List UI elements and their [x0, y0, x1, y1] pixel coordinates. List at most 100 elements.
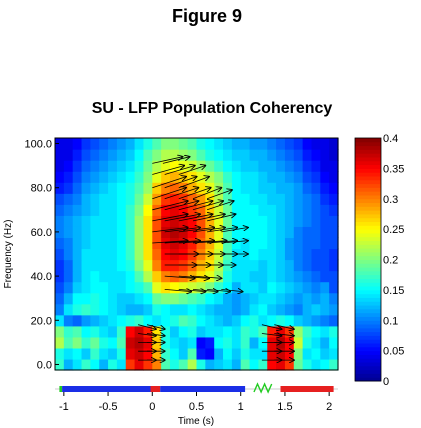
heatmap-cell — [169, 215, 180, 227]
heatmap-cell — [276, 248, 286, 261]
heatmap-cell — [293, 182, 304, 194]
colorbar-band — [355, 213, 381, 219]
colorbar-band — [355, 282, 381, 287]
heatmap-cell — [276, 160, 286, 172]
heatmap-cell — [63, 358, 74, 371]
heatmap-cell — [214, 138, 224, 150]
heatmap-cell — [134, 204, 145, 216]
heatmap-cell — [320, 171, 330, 183]
colorbar-band — [355, 293, 381, 298]
heatmap-cell — [90, 149, 100, 161]
heatmap-cell — [311, 149, 321, 161]
phase-arrow — [221, 289, 242, 291]
heatmap-cell — [187, 292, 198, 305]
colorbar — [354, 137, 382, 382]
heatmap-cell — [293, 270, 304, 283]
phase-arrow — [152, 157, 182, 164]
heatmap-cell — [161, 138, 171, 150]
heatmap-cell — [81, 226, 91, 239]
heatmap-cell — [63, 292, 74, 305]
heatmap-cell — [99, 259, 109, 272]
heatmap-cell — [143, 358, 153, 371]
heatmap-cell — [267, 226, 277, 239]
heatmap-cell — [249, 160, 259, 172]
heatmap-cell — [72, 193, 83, 205]
heatmap-cell — [231, 182, 242, 194]
heatmap-cell — [223, 303, 233, 316]
heatmap-cell — [223, 237, 233, 250]
heatmap-cell — [178, 358, 189, 371]
heatmap-cell — [249, 226, 259, 239]
heatmap-cell — [258, 259, 268, 272]
colorbar-band — [355, 346, 381, 352]
heatmap-cell — [258, 193, 268, 205]
heatmap-cell — [320, 215, 330, 227]
y-tick-label: 100.0 — [24, 139, 52, 151]
heatmap-cell — [231, 336, 242, 349]
heatmap-cell — [276, 215, 286, 227]
heatmap-cell — [249, 193, 259, 205]
heatmap-cell — [302, 259, 313, 272]
heatmap-cell — [302, 281, 313, 294]
heatmap-cell — [284, 171, 295, 183]
heatmap-cell — [187, 358, 198, 371]
heatmap-cell — [329, 358, 339, 371]
colorbar-band — [355, 270, 381, 276]
heatmap-cell — [55, 226, 65, 239]
heatmap-cell — [329, 160, 339, 172]
heatmap-cell — [55, 347, 65, 360]
heatmap-cell — [329, 347, 339, 360]
phase-arrow — [206, 190, 232, 200]
heatmap-cell — [302, 325, 313, 338]
colorbar-band — [355, 194, 381, 200]
heatmap-cell — [178, 204, 189, 216]
heatmap-cell — [223, 193, 233, 205]
heatmap-cell — [81, 149, 91, 161]
heatmap-cell — [55, 270, 65, 283]
heatmap-cell — [240, 204, 251, 216]
heatmap-cell — [81, 270, 91, 283]
phase-arrow — [206, 201, 234, 211]
heatmap-cell — [90, 303, 100, 316]
x-tick-label: 2 — [326, 401, 332, 413]
heatmap-cell — [55, 325, 65, 338]
heatmap-cell — [302, 303, 313, 316]
heatmap-cell — [329, 292, 339, 305]
colorbar-band — [355, 358, 381, 363]
colorbar-band — [355, 149, 381, 154]
heatmap-cell — [72, 358, 83, 371]
heatmap-cell — [214, 193, 224, 205]
heatmap-cell — [196, 303, 206, 316]
phase-arrow — [192, 276, 221, 278]
heatmap-cell — [125, 226, 136, 239]
heatmap-cell — [231, 171, 242, 183]
heatmap-cell — [258, 204, 268, 216]
heatmap-cell — [125, 138, 136, 150]
epoch-segment — [62, 386, 151, 392]
heatmap-cell — [267, 204, 277, 216]
colorbar-band — [355, 305, 381, 310]
phase-arrow — [164, 289, 192, 291]
y-tick-label: 60.0 — [31, 227, 52, 239]
heatmap-cell — [276, 325, 286, 338]
heatmap-cell — [205, 204, 215, 216]
heatmap-cell — [284, 193, 295, 205]
heatmap-cell — [214, 292, 224, 305]
heatmap-cell — [329, 226, 339, 239]
heatmap-cell — [196, 281, 206, 294]
phase-arrow — [207, 228, 237, 233]
heatmap-cell — [152, 270, 162, 283]
heatmap-cell — [267, 347, 277, 360]
heatmap-cell — [90, 358, 100, 371]
colorbar-band — [355, 232, 381, 238]
heatmap-cell — [143, 237, 153, 250]
heatmap-cell — [214, 160, 224, 172]
heatmap-cell — [240, 314, 251, 327]
heatmap-cell — [81, 204, 91, 216]
epoch-bar — [55, 382, 338, 394]
heatmap-cell — [99, 303, 109, 316]
heatmap-cell — [63, 336, 74, 349]
heatmap-cell — [231, 215, 242, 227]
phase-arrow — [192, 214, 225, 222]
heatmap-cell — [196, 358, 206, 371]
